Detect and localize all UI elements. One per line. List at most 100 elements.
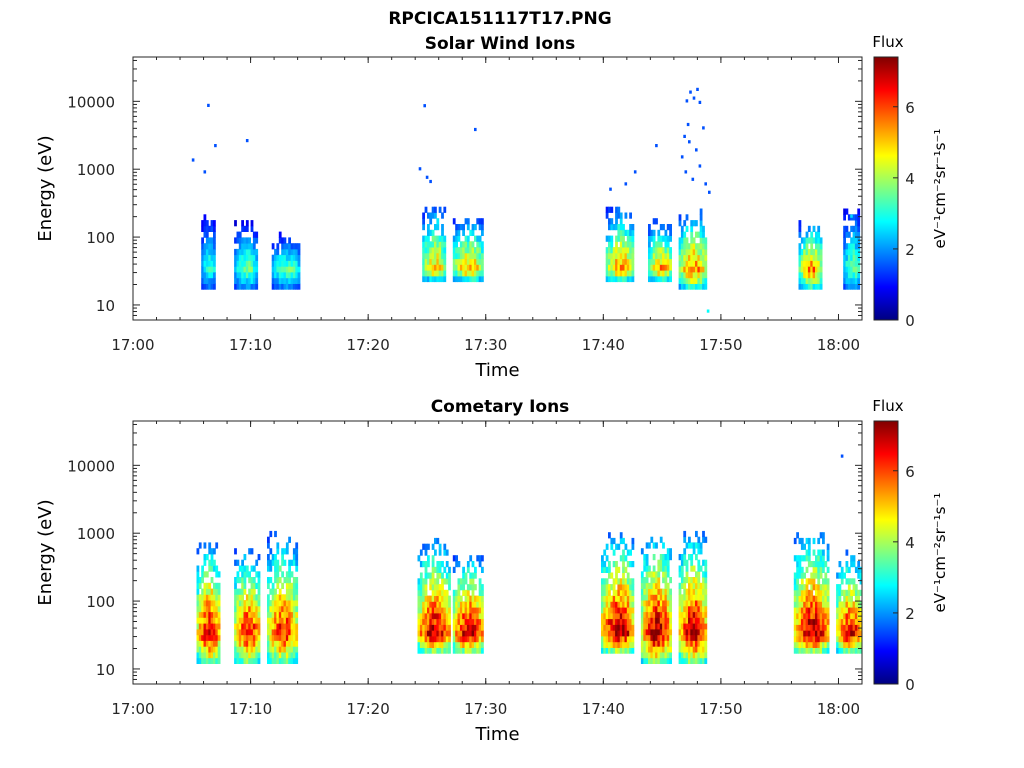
- flux-cell: [443, 578, 447, 585]
- flux-cell: [429, 601, 433, 608]
- flux-cell: [271, 588, 275, 595]
- flux-cell: [631, 578, 635, 585]
- flux-cell: [419, 549, 423, 556]
- flux-cell: [622, 630, 625, 637]
- flux-cell: [817, 266, 821, 273]
- flux-cell: [629, 212, 632, 219]
- flux-cell: [655, 611, 658, 618]
- flux-cell: [213, 559, 216, 566]
- flux-cell: [267, 554, 270, 561]
- flux-cell: [626, 601, 630, 608]
- flux-cell: [805, 549, 809, 556]
- flux-cell: [610, 630, 614, 637]
- flux-cell: [648, 542, 651, 549]
- flux-cell: [459, 258, 463, 265]
- flux-cell: [255, 283, 259, 290]
- flux-cell: [803, 636, 806, 643]
- flux-cell: [278, 629, 282, 636]
- flux-cell: [796, 618, 799, 625]
- flux-cell: [692, 640, 696, 647]
- flux-cell: [678, 582, 682, 589]
- flux-cell: [245, 629, 249, 636]
- flux-cell: [285, 582, 289, 589]
- flux-cell: [664, 577, 668, 584]
- flux-cell: [683, 220, 687, 227]
- flux-cell: [605, 252, 609, 260]
- flux-cell: [838, 589, 842, 596]
- flux-cell: [850, 561, 853, 568]
- flux-cell: [640, 634, 644, 641]
- flux-cell: [459, 241, 463, 248]
- flux-cell: [443, 264, 447, 271]
- flux-cell: [255, 623, 259, 630]
- flux-cell: [431, 612, 435, 620]
- flux-cell: [610, 275, 614, 283]
- flux-cell: [798, 624, 802, 631]
- flux-cell: [695, 248, 698, 256]
- flux-cell: [427, 618, 430, 625]
- flux-cell: [236, 260, 240, 267]
- flux-cell: [659, 617, 663, 624]
- flux-cell: [695, 231, 698, 238]
- flux-point: [191, 158, 195, 162]
- flux-cell: [478, 636, 482, 643]
- flux-cell: [278, 260, 282, 267]
- flux-cell: [626, 229, 630, 236]
- flux-cell: [838, 561, 842, 568]
- flux-cell: [640, 652, 644, 659]
- flux-cell: [469, 595, 473, 602]
- flux-cell: [288, 582, 291, 589]
- flux-cell: [800, 607, 804, 614]
- flux-cell: [695, 243, 698, 250]
- flux-cell: [615, 566, 618, 573]
- flux-cell: [445, 630, 449, 637]
- flux-cell: [422, 612, 425, 620]
- flux-cell: [652, 582, 656, 589]
- flux-cell: [695, 577, 698, 584]
- flux-cell: [685, 571, 689, 578]
- flux-cell: [288, 652, 291, 659]
- flux-cell: [255, 646, 259, 653]
- flux-cell: [241, 272, 244, 279]
- flux-cell: [629, 630, 632, 637]
- flux-cell: [464, 624, 468, 631]
- flux-cell: [626, 624, 630, 631]
- flux-cell: [631, 229, 635, 236]
- flux-cell: [826, 624, 830, 631]
- flux-cell: [699, 594, 703, 601]
- flux-cell: [655, 218, 658, 225]
- flux-cell: [285, 272, 289, 279]
- flux-cell: [652, 623, 656, 630]
- flux-cell: [612, 607, 616, 614]
- flux-cell: [857, 630, 861, 637]
- flux-cell: [429, 247, 433, 254]
- flux-cell: [603, 647, 607, 654]
- flux-cell: [648, 652, 651, 659]
- flux-cell: [793, 612, 797, 620]
- flux-cell: [474, 601, 477, 608]
- flux-cell: [615, 612, 618, 620]
- flux-cell: [438, 647, 442, 654]
- flux-cell: [469, 636, 473, 643]
- flux-cell: [427, 572, 430, 579]
- flux-cell: [852, 647, 856, 654]
- flux-cell: [438, 549, 442, 556]
- flux-cell: [619, 584, 623, 591]
- flux-cell: [796, 647, 799, 654]
- flux-cell: [471, 252, 475, 260]
- flux-cell: [274, 248, 277, 256]
- flux-cell: [267, 617, 270, 624]
- flux-cell: [441, 235, 444, 242]
- flux-cell: [248, 646, 251, 653]
- flux-cell: [643, 611, 647, 618]
- flux-cell: [281, 611, 284, 618]
- flux-cell: [685, 617, 689, 624]
- flux-cell: [417, 612, 421, 620]
- flux-cell: [469, 252, 473, 260]
- flux-cell: [680, 605, 684, 613]
- flux-cell: [666, 565, 670, 572]
- flux-cell: [274, 646, 277, 653]
- flux-cell: [474, 572, 477, 579]
- flux-cell: [845, 566, 849, 573]
- flux-point: [684, 170, 688, 174]
